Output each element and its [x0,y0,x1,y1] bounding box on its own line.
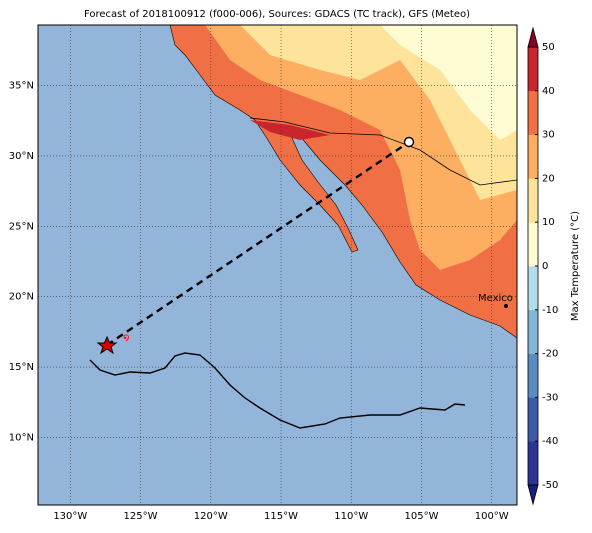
colorbar-band [528,222,538,267]
y-tick-label: 35°N [9,81,34,92]
colorbar-tick-label: -30 [542,392,558,403]
colorbar-extend-high [527,26,539,48]
colorbar-band [528,90,538,135]
x-tick-label: 105°W [404,511,438,522]
colorbar-band [528,134,538,179]
land-cool [380,25,517,140]
x-tick-label: 125°W [124,511,158,522]
map: ໑ Mexico City [38,25,536,505]
colorbar-band [528,309,538,354]
colorbar-band [528,178,538,223]
colorbar-tick-label: 40 [542,86,555,97]
colorbar-band [528,397,538,442]
colorbar-tick-label: -20 [542,349,558,360]
colorbar-tick-label: -40 [542,436,558,447]
x-tick-label: 130°W [53,511,87,522]
frame [37,24,518,506]
colorbar-band [528,441,538,486]
colorbar-extend-low [527,484,539,506]
land-hot [250,120,330,140]
x-tick-label: 120°W [194,511,228,522]
colorbar-band [528,47,538,92]
forecast-cone [89,352,466,429]
track [106,141,410,346]
colorbar-band [528,353,538,398]
colorbar: -50 -40 -30 -20 -10 0 10 20 30 40 50 [527,26,558,506]
y-tick-label: 30°N [9,151,34,162]
x-tick-label: 115°W [264,511,298,522]
colorbar-tick-label: -50 [542,480,558,491]
y-tick-label: 15°N [9,362,34,373]
annotation: Mexico City [478,293,536,304]
y-tick-label: 25°N [9,221,34,232]
storm-symbol: ໑ [123,332,129,343]
colorbar-tick-label: -10 [542,305,558,316]
title: Forecast of 2018100912 (f000-006), Sourc… [84,9,470,20]
grid [38,25,517,505]
storm-position [96,335,118,355]
y-tick-label: 10°N [9,432,34,443]
colorbar-band [528,266,538,311]
colorbar-tick-label: 10 [542,217,555,228]
x-tick-label: 110°W [334,511,368,522]
colorbar-tick-label: 20 [542,173,555,184]
y-tick-label: 20°N [9,292,34,303]
colorbar-tick-label: 0 [542,261,548,272]
x-tick-label: 100°W [475,511,509,522]
colorbar-label: Max Temperature (°C) [570,211,581,321]
city-marker [504,304,508,308]
track-end [403,136,415,148]
colorbar-tick-label: 30 [542,130,555,141]
border [249,117,517,186]
colorbar-tick-label: 50 [542,42,555,53]
